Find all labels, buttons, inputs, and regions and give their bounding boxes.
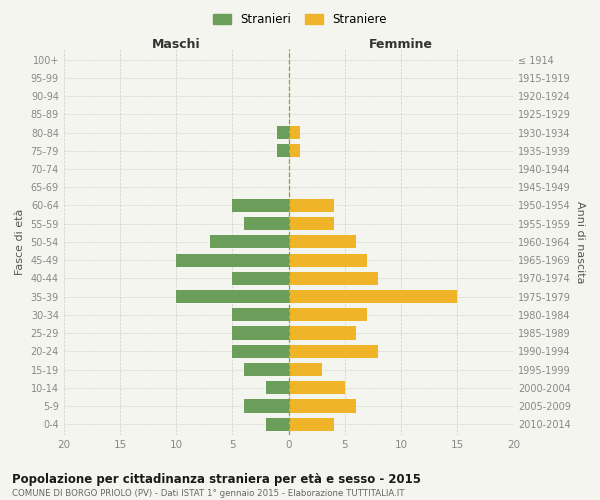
- Bar: [210, 236, 289, 248]
- Text: Maschi: Maschi: [152, 38, 200, 51]
- Bar: [289, 344, 379, 358]
- Bar: [289, 144, 300, 158]
- Bar: [289, 272, 379, 285]
- Bar: [266, 381, 289, 394]
- Bar: [289, 363, 322, 376]
- Bar: [232, 344, 289, 358]
- Bar: [289, 326, 356, 340]
- Bar: [176, 254, 289, 266]
- Bar: [232, 199, 289, 212]
- Text: COMUNE DI BORGO PRIOLO (PV) - Dati ISTAT 1° gennaio 2015 - Elaborazione TUTTITAL: COMUNE DI BORGO PRIOLO (PV) - Dati ISTAT…: [12, 489, 404, 498]
- Bar: [277, 144, 289, 158]
- Bar: [244, 217, 289, 230]
- Text: Femmine: Femmine: [369, 38, 433, 51]
- Bar: [244, 400, 289, 412]
- Bar: [232, 308, 289, 322]
- Bar: [232, 272, 289, 285]
- Bar: [289, 199, 334, 212]
- Bar: [289, 290, 457, 303]
- Bar: [176, 290, 289, 303]
- Y-axis label: Anni di nascita: Anni di nascita: [575, 200, 585, 283]
- Bar: [289, 308, 367, 322]
- Legend: Stranieri, Straniere: Stranieri, Straniere: [208, 8, 392, 31]
- Bar: [244, 363, 289, 376]
- Y-axis label: Fasce di età: Fasce di età: [15, 208, 25, 275]
- Bar: [289, 236, 356, 248]
- Bar: [266, 418, 289, 431]
- Bar: [289, 126, 300, 139]
- Bar: [289, 381, 345, 394]
- Bar: [277, 126, 289, 139]
- Bar: [289, 400, 356, 412]
- Bar: [232, 326, 289, 340]
- Bar: [289, 418, 334, 431]
- Bar: [289, 217, 334, 230]
- Bar: [289, 254, 367, 266]
- Text: Popolazione per cittadinanza straniera per età e sesso - 2015: Popolazione per cittadinanza straniera p…: [12, 472, 421, 486]
